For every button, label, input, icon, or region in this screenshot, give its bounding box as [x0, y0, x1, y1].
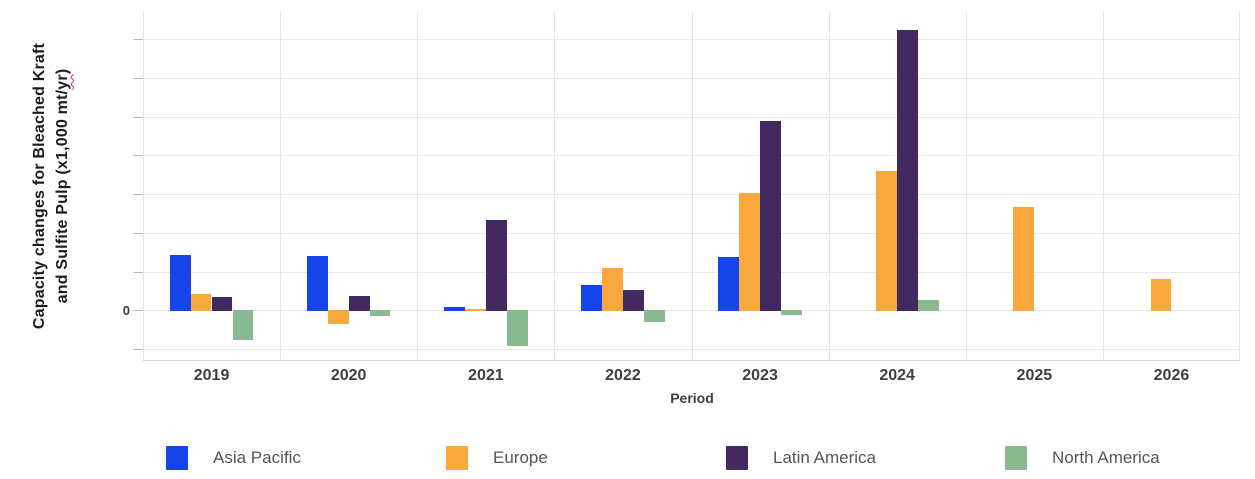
- bar-north-america-2023: [781, 310, 802, 316]
- y-axis-tick: [133, 116, 143, 118]
- v-gridline: [554, 12, 556, 360]
- bar-north-america-2022: [643, 310, 665, 322]
- spellcheck-squiggle-text: yr: [54, 74, 71, 90]
- x-tick-label-2025: 2025: [1016, 367, 1053, 384]
- y-axis-tick: [133, 155, 143, 157]
- bar-latin-america-2019: [211, 297, 233, 312]
- x-tick-label-2026: 2026: [1153, 367, 1190, 384]
- bar-asia-pacific-2020: [306, 255, 328, 312]
- y-axis-title-line-2: and Sulfite Pulp (x1,000 mt/yr): [54, 68, 71, 304]
- legend-label-europe: Europe: [493, 448, 548, 467]
- y-axis-tick: [133, 39, 143, 41]
- bar-europe-2025: [1013, 207, 1035, 312]
- bar-europe-2021: [464, 309, 486, 312]
- y-axis-tick: [133, 349, 143, 351]
- y-axis-tick: [133, 194, 143, 196]
- bar-north-america-2021: [506, 310, 528, 346]
- x-tick-label-2024: 2024: [879, 367, 915, 384]
- legend-label-latin-america: Latin America: [773, 448, 876, 467]
- bar-north-america-2020: [369, 310, 391, 317]
- y-axis-tick: [133, 77, 143, 79]
- v-gridline: [417, 12, 419, 360]
- bar-north-america-2024: [918, 299, 939, 312]
- legend-item-latin-america: Latin America: [726, 444, 876, 472]
- x-tick-label-2021: 2021: [468, 367, 504, 384]
- bar-europe-2019: [190, 293, 212, 312]
- v-gridline: [828, 12, 830, 360]
- y-zero-tick-label: 0: [122, 303, 130, 318]
- legend-swatch-asia-pacific: [166, 446, 188, 470]
- v-gridline: [691, 12, 693, 360]
- bar-asia-pacific-2019: [169, 254, 191, 312]
- v-gridline: [965, 12, 967, 360]
- bar-north-america-2019: [232, 310, 254, 340]
- legend-swatch-north-america: [1005, 446, 1027, 470]
- x-tick-label-2019: 2019: [193, 367, 230, 384]
- bar-europe-2026: [1150, 279, 1172, 312]
- bar-asia-pacific-2021: [443, 307, 465, 312]
- v-gridline: [1239, 12, 1240, 360]
- y-axis-tick: [133, 271, 143, 273]
- legend-swatch-europe: [446, 446, 468, 470]
- bar-latin-america-2022: [622, 290, 644, 312]
- y-axis-title-line-1: Capacity changes for Bleached Kraft: [31, 42, 48, 330]
- legend-item-asia-pacific: Asia Pacific: [166, 444, 301, 472]
- x-tick-label-2022: 2022: [605, 367, 641, 384]
- v-gridline: [1102, 12, 1104, 360]
- bar-latin-america-2020: [348, 296, 370, 312]
- x-axis-title: Period: [670, 390, 714, 406]
- legend-label-asia-pacific: Asia Pacific: [213, 448, 301, 467]
- legend-label-north-america: North America: [1052, 448, 1160, 467]
- x-tick-label-2023: 2023: [742, 367, 778, 384]
- bar-asia-pacific-2022: [581, 284, 602, 312]
- y-axis-tick: [133, 310, 143, 312]
- y-axis-title: Capacity changes for Bleached Kraft and …: [28, 1, 76, 371]
- plot-area: [143, 12, 1240, 361]
- bar-latin-america-2024: [897, 29, 919, 312]
- bar-latin-america-2021: [485, 220, 507, 312]
- bar-europe-2024: [876, 170, 898, 312]
- bar-asia-pacific-2023: [718, 256, 740, 312]
- legend-item-north-america: North America: [1005, 444, 1160, 472]
- legend-item-europe: Europe: [446, 444, 548, 472]
- y-axis-tick: [133, 232, 143, 234]
- v-gridline: [143, 12, 144, 360]
- bar-europe-2022: [602, 267, 623, 312]
- bar-europe-2020: [327, 310, 349, 324]
- bar-europe-2023: [739, 193, 760, 312]
- x-tick-label-2020: 2020: [330, 367, 367, 384]
- v-gridline: [280, 12, 282, 360]
- bar-latin-america-2023: [760, 121, 781, 312]
- legend-swatch-latin-america: [726, 446, 748, 470]
